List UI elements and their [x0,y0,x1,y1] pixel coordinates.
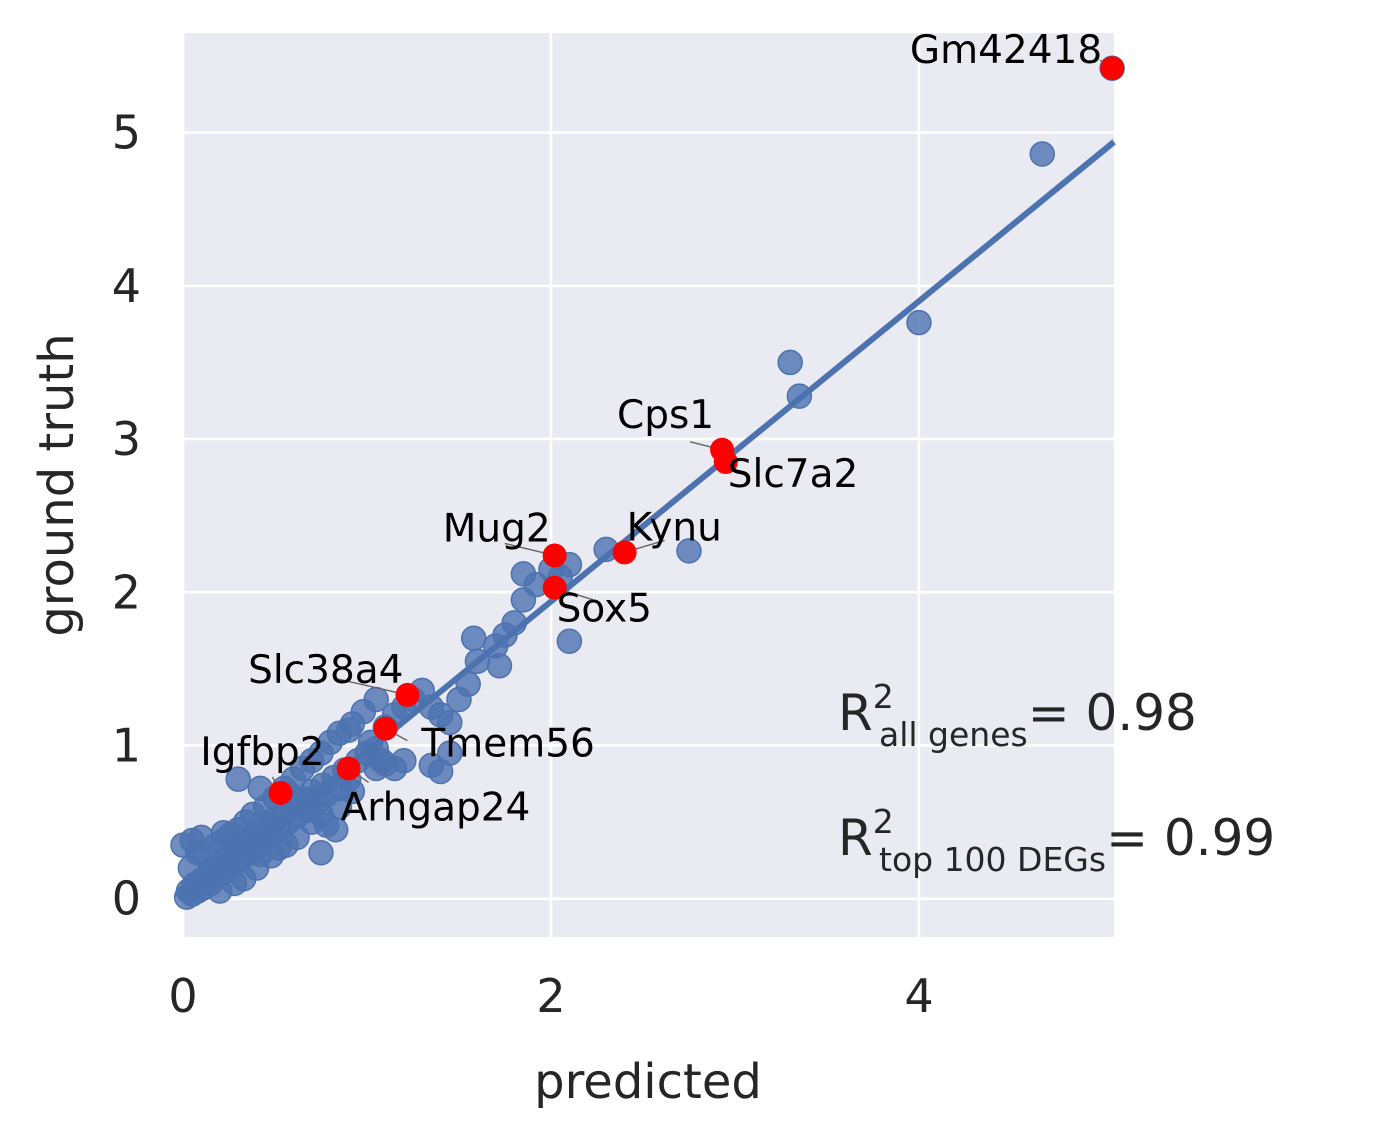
data-point [188,824,215,851]
data-point [486,653,513,679]
r2-all-sub: all genes [879,715,1028,754]
gene-label: Gm42418 [910,28,1102,73]
data-point [265,835,292,861]
highlight-point [542,575,567,600]
data-point [308,839,334,866]
data-point [437,709,463,736]
highlight-point [336,756,361,781]
data-point [460,625,487,651]
x-tick-label: 0 [168,969,197,1023]
x-tick-label: 2 [536,969,565,1023]
gene-label: Arhgap24 [341,785,531,830]
data-point [676,538,702,564]
highlight-point [395,682,420,707]
r2-top-degs: R2 top 100 DEGs= 0.99 [838,802,1275,879]
gene-label: Mug2 [443,506,551,551]
r2-top-base: R [838,809,873,867]
r2-all-base: R [838,684,873,742]
highlight-point [713,450,738,475]
axes: 0 2 4 0 1 2 3 4 5 [112,106,934,1023]
data-point [225,766,251,792]
data-point [322,816,349,843]
y-tick-label: 2 [112,565,141,619]
highlight-point [268,780,293,805]
data-point [247,775,274,802]
data-point [1029,141,1055,167]
data-point [391,748,417,774]
regression-line-group [181,139,1116,905]
regression-line [181,139,1116,905]
gene-label: Kynu [627,505,722,550]
r2-all-genes: R2 all genes= 0.98 [838,677,1197,754]
r2-all-sup: 2 [873,677,894,716]
highlight-point [612,540,637,565]
highlight-point [373,716,398,741]
gene-label: Sox5 [557,587,652,632]
highlight-point [1100,56,1125,81]
y-axis-label: ground truth [29,333,85,636]
highlight-points [268,56,1125,805]
gene-label: Cps1 [617,393,714,438]
y-tick-label: 4 [112,259,141,313]
grid [181,33,1114,937]
data-point [906,309,932,336]
highlight-point [542,543,567,568]
data-point [510,561,537,587]
gene-label: Slc38a4 [248,648,403,693]
gene-label: Slc7a2 [728,452,859,497]
x-axis-label: predicted [534,1054,762,1110]
r2-top-sup: 2 [873,802,894,841]
x-tick-label: 4 [904,969,933,1023]
y-tick-label: 0 [112,872,141,926]
gene-label: Igfbp2 [200,730,324,775]
r2-all-value: = 0.98 [1028,684,1197,742]
highlight-labels: Gm42418 Cps1 Slc7a2 Mug2 Kynu Sox5 Slc38a4 Tmem… [200,28,1102,830]
y-tick-label: 1 [112,718,141,772]
r2-top-value: = 0.99 [1106,809,1275,867]
gene-label: Tmem56 [420,722,594,767]
data-point [210,820,237,846]
y-tick-label: 5 [112,106,141,160]
data-point [556,628,583,655]
data-point [777,349,803,376]
y-tick-label: 3 [112,412,141,466]
data-point [437,740,463,766]
r2-top-sub: top 100 DEGs [879,840,1106,879]
